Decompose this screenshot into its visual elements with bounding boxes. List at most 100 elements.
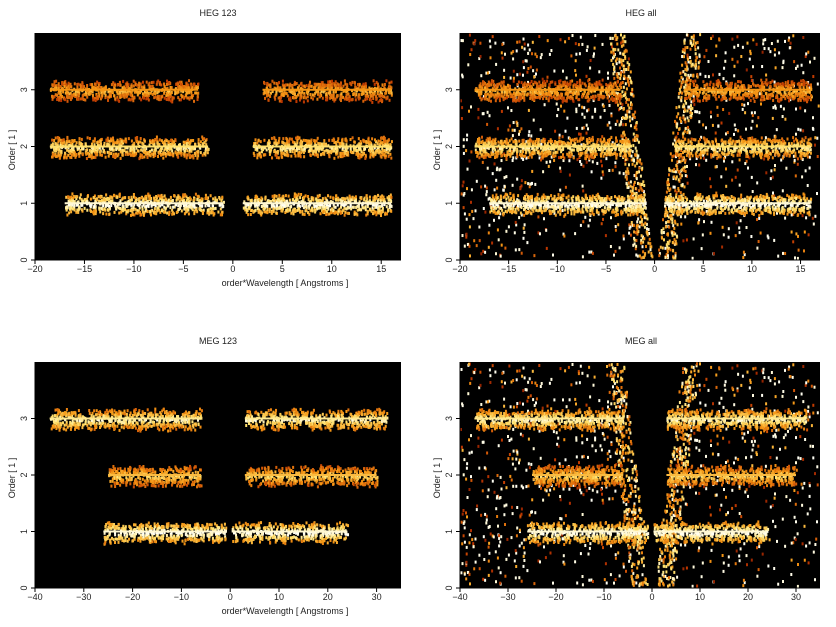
heatmap-cell bbox=[73, 200, 76, 204]
heatmap-cell bbox=[65, 208, 68, 212]
heatmap-cell bbox=[304, 205, 307, 209]
heatmap-cell bbox=[202, 208, 205, 212]
heatmap-cell bbox=[205, 196, 208, 200]
heatmap-cell bbox=[631, 117, 634, 121]
heatmap-cell bbox=[80, 203, 83, 207]
heatmap-cell bbox=[700, 247, 703, 251]
heatmap-cell bbox=[377, 139, 380, 143]
heatmap-cell bbox=[165, 147, 168, 151]
heatmap-cell bbox=[804, 55, 807, 59]
heatmap-cell bbox=[618, 246, 621, 250]
heatmap-cell bbox=[253, 199, 256, 203]
heatmap-cell bbox=[179, 151, 182, 155]
heatmap-cell bbox=[613, 76, 616, 80]
heatmap-cell bbox=[144, 152, 147, 156]
heatmap-cell bbox=[343, 154, 346, 158]
heatmap-cell bbox=[263, 207, 266, 211]
heatmap-cell bbox=[610, 216, 612, 220]
heatmap-cell bbox=[632, 144, 635, 148]
heatmap-cell bbox=[731, 37, 734, 41]
heatmap-cell bbox=[697, 221, 700, 225]
heatmap-cell bbox=[603, 109, 606, 113]
heatmap-cell bbox=[604, 234, 607, 238]
heatmap-cell bbox=[349, 204, 352, 208]
heatmap-cell bbox=[625, 68, 628, 72]
heatmap-cell bbox=[284, 211, 287, 215]
heatmap-cell bbox=[474, 209, 477, 213]
heatmap-cell bbox=[581, 126, 584, 130]
heatmap-cell bbox=[291, 150, 294, 154]
heatmap-cell bbox=[85, 152, 88, 156]
heatmap-cell bbox=[108, 152, 111, 156]
heatmap-cell bbox=[75, 195, 78, 199]
heatmap-cell bbox=[134, 207, 137, 211]
heatmap-cell bbox=[69, 148, 72, 152]
heatmap-cell bbox=[183, 212, 186, 216]
heatmap-cell bbox=[357, 83, 360, 87]
heatmap-cell bbox=[106, 136, 109, 140]
heatmap-cell bbox=[374, 210, 377, 214]
heatmap-cell bbox=[365, 140, 368, 144]
heatmap-cell bbox=[91, 142, 94, 146]
heatmap-cell bbox=[514, 220, 517, 224]
heatmap-cell bbox=[175, 152, 178, 156]
heatmap-cell bbox=[283, 198, 286, 202]
heatmap-cell bbox=[168, 210, 171, 214]
heatmap-cell bbox=[664, 246, 667, 250]
heatmap-cell bbox=[133, 95, 136, 99]
heatmap-cell bbox=[496, 186, 499, 190]
heatmap-cell bbox=[182, 140, 185, 144]
heatmap-cell bbox=[673, 175, 676, 179]
heatmap-cell bbox=[137, 142, 140, 146]
heatmap-cell bbox=[546, 75, 549, 79]
heatmap-cell bbox=[333, 149, 336, 153]
heatmap-cell bbox=[792, 34, 795, 38]
heatmap-cell bbox=[341, 196, 344, 200]
heatmap-cell bbox=[376, 211, 379, 215]
heatmap-cell bbox=[66, 205, 69, 209]
heatmap-cell bbox=[703, 220, 705, 224]
heatmap-cell bbox=[680, 119, 682, 123]
heatmap-cell bbox=[274, 138, 277, 142]
heatmap-cell bbox=[738, 226, 741, 230]
heatmap-cell bbox=[55, 79, 58, 83]
heatmap-cell bbox=[312, 196, 315, 200]
heatmap-cell bbox=[105, 138, 108, 142]
heatmap-cell bbox=[518, 40, 521, 44]
heatmap-cell bbox=[101, 146, 104, 150]
heatmap-cell bbox=[357, 204, 360, 208]
heatmap-cell bbox=[278, 136, 281, 140]
heatmap-cell bbox=[686, 65, 689, 69]
heatmap-cell bbox=[212, 197, 215, 201]
heatmap-cell bbox=[201, 204, 204, 208]
heatmap-cell bbox=[269, 84, 272, 88]
heatmap-cell bbox=[150, 204, 153, 208]
heatmap-cell bbox=[192, 203, 195, 207]
heatmap-cell bbox=[93, 209, 96, 213]
heatmap-cell bbox=[194, 147, 197, 151]
heatmap-cell bbox=[244, 205, 247, 209]
heatmap-cell bbox=[329, 96, 332, 100]
heatmap-cell bbox=[684, 73, 687, 77]
heatmap-cell bbox=[757, 240, 760, 244]
heatmap-cell bbox=[204, 197, 207, 201]
heatmap-cell bbox=[510, 109, 513, 113]
heatmap-cell bbox=[696, 41, 699, 45]
heatmap-cell bbox=[386, 142, 389, 146]
heatmap-cell bbox=[60, 99, 63, 103]
heatmap-cell bbox=[121, 153, 124, 157]
heatmap-cell bbox=[285, 204, 288, 208]
heatmap-cell bbox=[67, 84, 70, 88]
heatmap-cell bbox=[388, 206, 391, 210]
heatmap-cell bbox=[102, 204, 105, 208]
heatmap-cell bbox=[707, 60, 710, 64]
heatmap-cell bbox=[132, 99, 135, 103]
heatmap-cell bbox=[689, 61, 692, 65]
heatmap-cell bbox=[144, 205, 147, 209]
heatmap-cell bbox=[82, 147, 85, 151]
heatmap-cell bbox=[188, 90, 191, 94]
heatmap-cell bbox=[119, 207, 122, 211]
heatmap-cell bbox=[275, 156, 278, 160]
heatmap-cell bbox=[540, 53, 543, 57]
heatmap-cell bbox=[120, 210, 123, 214]
